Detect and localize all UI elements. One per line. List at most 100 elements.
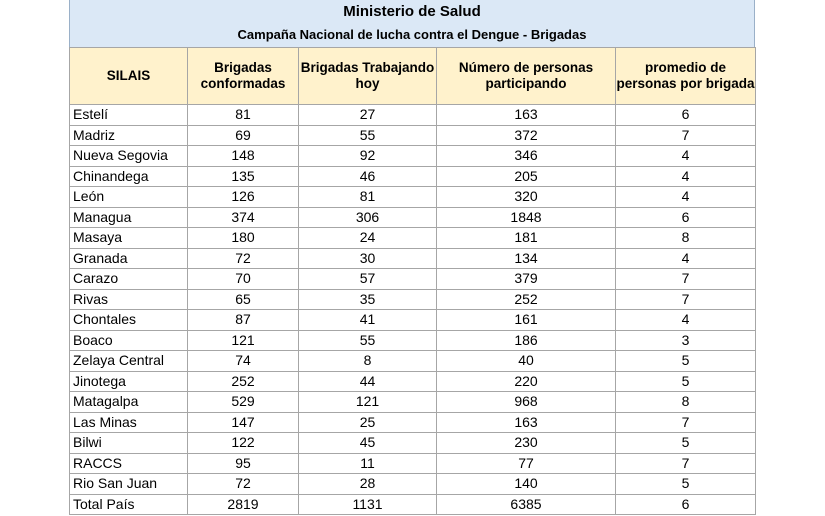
- personas-participando-cell: 186: [436, 329, 616, 351]
- brigadas-trabajando-cell: 11: [298, 452, 437, 474]
- header-personas-participando: Número de personas participando: [436, 47, 616, 105]
- brigadas-conformadas-cell: 147: [187, 411, 299, 433]
- brigadas-trabajando-cell: 57: [298, 268, 437, 290]
- brigadas-trabajando-cell: 55: [298, 124, 437, 146]
- personas-participando-cell: 181: [436, 227, 616, 249]
- brigadas-trabajando-cell: 30: [298, 247, 437, 269]
- brigadas-trabajando-cell: 27: [298, 104, 437, 126]
- table-row: Las Minas 147 25 163 7: [69, 411, 756, 433]
- brigadas-trabajando-cell: 24: [298, 227, 437, 249]
- promedio-personas-cell: 8: [615, 391, 756, 413]
- promedio-personas-cell: 6: [615, 206, 756, 228]
- brigadas-trabajando-cell: 44: [298, 370, 437, 392]
- silais-cell: Masaya: [69, 227, 188, 249]
- sheet-title: Ministerio de Salud: [343, 3, 481, 20]
- table-row: Zelaya Central 74 8 40 5: [69, 350, 756, 372]
- brigadas-conformadas-cell: 65: [187, 288, 299, 310]
- header-brigadas-trabajando: Brigadas Trabajando hoy: [298, 47, 437, 105]
- personas-participando-cell: 163: [436, 411, 616, 433]
- personas-participando-cell: 372: [436, 124, 616, 146]
- table-row: Managua 374 306 1848 6: [69, 206, 756, 228]
- personas-participando-cell: 77: [436, 452, 616, 474]
- brigadas-conformadas-cell: 126: [187, 186, 299, 208]
- silais-cell: Granada: [69, 247, 188, 269]
- silais-cell: Carazo: [69, 268, 188, 290]
- table-row: Nueva Segovia 148 92 346 4: [69, 145, 756, 167]
- brigadas-conformadas-cell: 148: [187, 145, 299, 167]
- brigadas-conformadas-cell: 374: [187, 206, 299, 228]
- brigadas-conformadas-cell: 95: [187, 452, 299, 474]
- table-row: Madriz 69 55 372 7: [69, 124, 756, 146]
- silais-cell: Matagalpa: [69, 391, 188, 413]
- table-row: Estelí 81 27 163 6: [69, 104, 756, 126]
- promedio-personas-cell: 5: [615, 350, 756, 372]
- brigadas-sheet: Ministerio de Salud Campaña Nacional de …: [69, 0, 756, 515]
- promedio-personas-cell: 6: [615, 104, 756, 126]
- brigadas-trabajando-cell: 25: [298, 411, 437, 433]
- brigadas-trabajando-cell: 35: [298, 288, 437, 310]
- brigadas-trabajando-cell: 81: [298, 186, 437, 208]
- brigadas-conformadas-cell: 87: [187, 309, 299, 331]
- brigadas-conformadas-cell: 135: [187, 165, 299, 187]
- brigadas-conformadas-cell: 72: [187, 473, 299, 495]
- personas-participando-cell: 220: [436, 370, 616, 392]
- promedio-personas-cell: 7: [615, 288, 756, 310]
- header-row: SILAIS Brigadas conformadas Brigadas Tra…: [69, 47, 756, 105]
- table-row: Carazo 70 57 379 7: [69, 268, 756, 290]
- promedio-personas-cell: 3: [615, 329, 756, 351]
- personas-participando-cell: 1848: [436, 206, 616, 228]
- silais-cell: Rio San Juan: [69, 473, 188, 495]
- silais-cell: Boaco: [69, 329, 188, 351]
- promedio-personas-cell: 7: [615, 124, 756, 146]
- silais-cell: Zelaya Central: [69, 350, 188, 372]
- table-row: Chontales 87 41 161 4: [69, 309, 756, 331]
- brigadas-conformadas-cell: 69: [187, 124, 299, 146]
- promedio-personas-cell: 4: [615, 165, 756, 187]
- personas-participando-cell: 320: [436, 186, 616, 208]
- table-row: Masaya 180 24 181 8: [69, 227, 756, 249]
- promedio-personas-cell: 4: [615, 309, 756, 331]
- table-row: Rio San Juan 72 28 140 5: [69, 473, 756, 495]
- personas-participando-cell: 230: [436, 432, 616, 454]
- brigadas-trabajando-cell: 306: [298, 206, 437, 228]
- table-row: Chinandega 135 46 205 4: [69, 165, 756, 187]
- brigadas-conformadas-cell: 81: [187, 104, 299, 126]
- brigadas-trabajando-cell: 8: [298, 350, 437, 372]
- silais-cell: Total País: [69, 493, 188, 515]
- silais-cell: León: [69, 186, 188, 208]
- promedio-personas-cell: 8: [615, 227, 756, 249]
- brigadas-conformadas-cell: 72: [187, 247, 299, 269]
- brigadas-conformadas-cell: 2819: [187, 493, 299, 515]
- personas-participando-cell: 252: [436, 288, 616, 310]
- brigadas-conformadas-cell: 70: [187, 268, 299, 290]
- brigadas-trabajando-cell: 1131: [298, 493, 437, 515]
- title-block: Ministerio de Salud Campaña Nacional de …: [69, 0, 755, 47]
- silais-cell: Managua: [69, 206, 188, 228]
- brigadas-trabajando-cell: 121: [298, 391, 437, 413]
- brigadas-trabajando-cell: 45: [298, 432, 437, 454]
- promedio-personas-cell: 4: [615, 247, 756, 269]
- promedio-personas-cell: 7: [615, 411, 756, 433]
- brigadas-conformadas-cell: 122: [187, 432, 299, 454]
- promedio-personas-cell: 7: [615, 268, 756, 290]
- table-body: Estelí 81 27 163 6 Madriz 69 55 372 7 Nueva Segovi…: [69, 104, 756, 515]
- personas-participando-cell: 163: [436, 104, 616, 126]
- table-row: León 126 81 320 4: [69, 186, 756, 208]
- silais-cell: Jinotega: [69, 370, 188, 392]
- brigadas-trabajando-cell: 41: [298, 309, 437, 331]
- brigadas-table: SILAIS Brigadas conformadas Brigadas Tra…: [69, 47, 756, 515]
- brigadas-conformadas-cell: 252: [187, 370, 299, 392]
- header-silais: SILAIS: [69, 47, 188, 105]
- promedio-personas-cell: 6: [615, 493, 756, 515]
- promedio-personas-cell: 5: [615, 370, 756, 392]
- promedio-personas-cell: 5: [615, 432, 756, 454]
- brigadas-conformadas-cell: 529: [187, 391, 299, 413]
- promedio-personas-cell: 4: [615, 186, 756, 208]
- personas-participando-cell: 6385: [436, 493, 616, 515]
- silais-cell: Chinandega: [69, 165, 188, 187]
- personas-participando-cell: 379: [436, 268, 616, 290]
- brigadas-trabajando-cell: 92: [298, 145, 437, 167]
- silais-cell: Madriz: [69, 124, 188, 146]
- total-row: Total País 2819 1131 6385 6: [69, 493, 756, 515]
- personas-participando-cell: 140: [436, 473, 616, 495]
